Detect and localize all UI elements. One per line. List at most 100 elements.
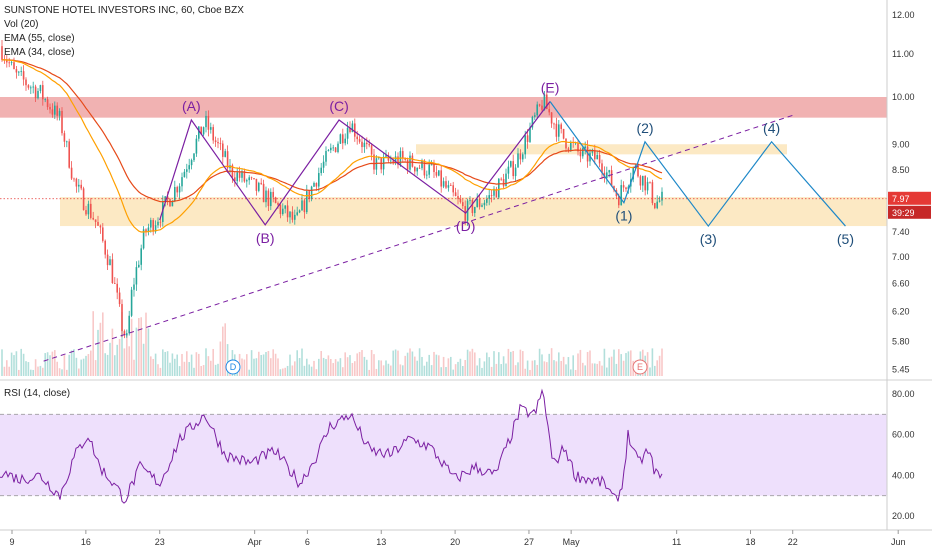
candle-body — [570, 142, 572, 151]
candle-body — [356, 136, 358, 140]
candle-body — [462, 202, 464, 207]
candle-body — [82, 188, 85, 211]
volume-bar — [284, 367, 286, 376]
candle-body — [282, 208, 284, 215]
candle-body — [346, 127, 349, 139]
volume-bar — [200, 365, 202, 376]
candle-body — [543, 94, 546, 110]
candle-body — [20, 71, 22, 72]
volume-bar — [524, 368, 526, 376]
volume-bar — [102, 312, 104, 376]
candle-body — [327, 150, 330, 152]
volume-bar — [243, 359, 246, 376]
volume-bar — [570, 369, 572, 376]
volume-bar — [207, 356, 210, 376]
candle-body — [279, 204, 282, 215]
volume-bar — [577, 353, 579, 376]
volume-bar — [606, 367, 608, 376]
volume-bar — [502, 356, 505, 376]
volume-bar — [529, 369, 531, 376]
candle-body — [289, 211, 291, 218]
volume-bar — [399, 364, 402, 376]
volume-bar — [219, 341, 222, 376]
candle-body — [294, 214, 296, 220]
candle-body — [378, 157, 380, 159]
event-marker-circle — [225, 359, 241, 375]
volume-bar — [121, 311, 123, 376]
candle-body — [519, 153, 522, 160]
candle-body — [548, 109, 550, 113]
abcde-wave-line — [159, 101, 551, 226]
candle-body — [258, 182, 260, 191]
candle-body — [200, 126, 202, 135]
candle-body — [349, 127, 351, 133]
candle-body — [368, 144, 370, 146]
volume-bar — [325, 359, 327, 376]
candle-body — [102, 227, 104, 241]
candle-body — [157, 221, 159, 226]
volume-bar — [534, 360, 536, 376]
legend-volume[interactable]: Vol (20) — [4, 19, 39, 30]
candle-body — [459, 198, 462, 203]
time-tick-label: 20 — [450, 537, 460, 547]
candle-body — [476, 198, 478, 208]
volume-bar — [183, 361, 186, 376]
volume-bar — [428, 354, 430, 376]
candle-body — [502, 179, 505, 187]
volume-bar — [457, 361, 459, 376]
volume-bar — [608, 357, 610, 376]
candle-body — [337, 143, 339, 153]
candle-body — [154, 225, 157, 232]
volume-bar — [332, 363, 334, 376]
volume-bar — [202, 365, 205, 376]
event-marker-circle — [632, 359, 648, 375]
chart-title[interactable]: SUNSTONE HOTEL INVESTORS INC, 60, Cboe B… — [4, 5, 244, 16]
candle-body — [613, 186, 615, 191]
volume-bar — [610, 356, 613, 376]
candle-body — [186, 169, 188, 172]
price-tick-label: 5.45 — [892, 364, 910, 374]
candle-body — [406, 159, 409, 170]
candle-body — [397, 156, 399, 165]
volume-bar — [128, 346, 130, 376]
candle-body — [54, 105, 56, 115]
price-tick-label: 7.40 — [892, 227, 910, 237]
candle-body — [138, 264, 140, 268]
candle-body — [178, 186, 181, 193]
volume-bar — [260, 354, 262, 376]
candle-body — [534, 115, 536, 117]
volume-bar — [39, 365, 42, 376]
candle-body — [56, 105, 58, 116]
candle-body — [351, 123, 354, 133]
volume-bar — [169, 362, 171, 376]
volume-bar — [181, 353, 183, 376]
candle-body — [332, 147, 334, 149]
candle-body — [428, 164, 430, 175]
volume-bar — [250, 350, 253, 376]
rsi-title[interactable]: RSI (14, close) — [4, 388, 71, 399]
volume-bar — [123, 348, 126, 376]
volume-bar — [447, 358, 450, 376]
volume-bar — [344, 352, 346, 376]
volume-bar — [368, 369, 370, 376]
candle-body — [649, 181, 651, 183]
volume-bar — [15, 351, 18, 376]
candle-body — [620, 185, 622, 206]
volume-bar — [654, 365, 656, 376]
legend-ema34[interactable]: EMA (34, close) — [4, 47, 75, 58]
volume-bar — [363, 356, 366, 376]
candle-body — [601, 163, 603, 173]
candle-body — [354, 123, 356, 137]
candle-body — [594, 149, 596, 160]
volume-bar — [454, 364, 457, 376]
volume-bar — [282, 368, 284, 376]
candle-body — [92, 217, 94, 220]
legend-ema55[interactable]: EMA (55, close) — [4, 33, 75, 44]
candle-body — [166, 196, 169, 200]
volume-bar — [517, 362, 519, 376]
volume-bar — [78, 368, 80, 376]
rsi-tick-label: 60.00 — [892, 430, 915, 440]
volume-bar — [214, 364, 217, 376]
candle-body — [104, 240, 106, 255]
time-tick-label: 22 — [788, 537, 798, 547]
